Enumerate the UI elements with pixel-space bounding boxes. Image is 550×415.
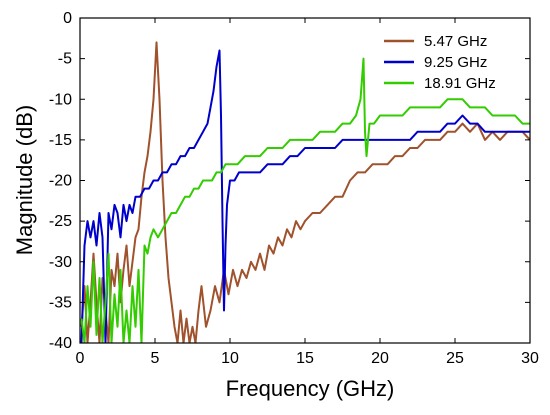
x-tick-label: 15 bbox=[296, 350, 314, 367]
x-axis: 0 5 10 15 20 25 30 bbox=[76, 18, 539, 367]
x-tick-label: 10 bbox=[221, 350, 239, 367]
x-tick-label: 30 bbox=[521, 350, 539, 367]
y-tick-label: 0 bbox=[63, 10, 72, 27]
y-tick-label: -10 bbox=[49, 91, 72, 108]
x-axis-title: Frequency (GHz) bbox=[226, 376, 395, 401]
series-line-0 bbox=[80, 41, 530, 343]
y-axis: 0 -5 -10 -15 -20 -25 -30 -35 -40 bbox=[49, 10, 530, 352]
y-tick-label: -15 bbox=[49, 132, 72, 149]
legend: 5.47 GHz 9.25 GHz 18.91 GHz bbox=[384, 33, 496, 92]
legend-label: 5.47 GHz bbox=[424, 33, 487, 50]
y-axis-title: Magnitude (dB) bbox=[12, 105, 37, 255]
series-layer bbox=[80, 41, 530, 343]
y-tick-label: -20 bbox=[49, 173, 72, 190]
x-tick-label: 20 bbox=[371, 350, 389, 367]
series-line-2 bbox=[80, 57, 530, 343]
legend-label: 18.91 GHz bbox=[424, 75, 496, 92]
x-tick-label: 0 bbox=[76, 350, 85, 367]
y-tick-label: -25 bbox=[49, 213, 72, 230]
series-line-1 bbox=[80, 49, 530, 343]
y-tick-label: -35 bbox=[49, 294, 72, 311]
y-tick-label: -40 bbox=[49, 335, 72, 352]
x-tick-label: 5 bbox=[151, 350, 160, 367]
y-tick-label: -30 bbox=[49, 254, 72, 271]
x-tick-label: 25 bbox=[446, 350, 464, 367]
legend-label: 9.25 GHz bbox=[424, 54, 487, 71]
y-tick-label: -5 bbox=[58, 51, 72, 68]
